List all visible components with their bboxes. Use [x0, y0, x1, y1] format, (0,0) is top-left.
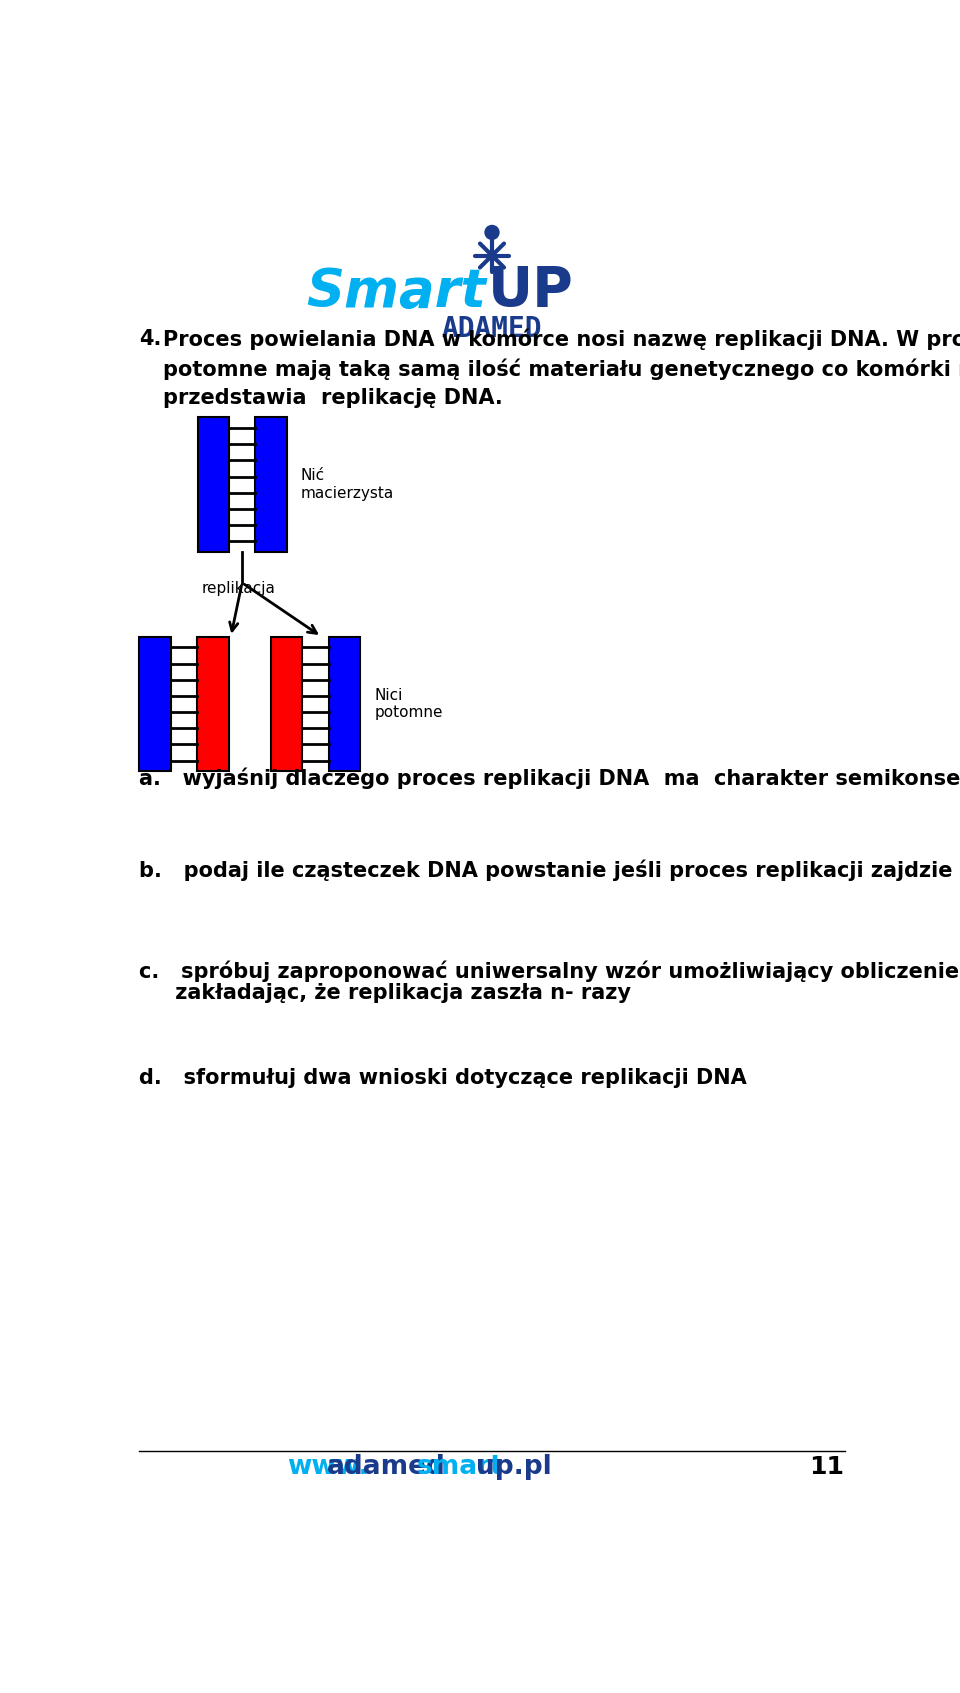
Text: c.   spróbuj zaproponować uniwersalny wzór umożliwiający obliczenie liczby cząst: c. spróbuj zaproponować uniwersalny wzór… [139, 960, 960, 982]
Text: a.   wyjaśnij dlaczego proces replikacji DNA  ma  charakter semikonserwatywny: a. wyjaśnij dlaczego proces replikacji D… [139, 767, 960, 789]
Bar [139, 637, 171, 772]
Bar [271, 637, 302, 772]
Bar [198, 637, 228, 772]
Text: replikacja: replikacja [202, 581, 276, 596]
Text: ADAMED: ADAMED [442, 315, 542, 342]
Bar [329, 637, 360, 772]
Text: d.   sformułuj dwa wnioski dotyczące replikacji DNA: d. sformułuj dwa wnioski dotyczące repli… [139, 1068, 747, 1089]
Text: UP: UP [488, 264, 574, 318]
Bar [198, 416, 228, 552]
Circle shape [485, 225, 499, 239]
Text: adamed: adamed [327, 1454, 445, 1480]
Text: Nić
macierzysta: Nić macierzysta [300, 469, 394, 501]
Text: www.: www. [287, 1454, 369, 1480]
Text: b.   podaj ile cząsteczek DNA powstanie jeśli proces replikacji zajdzie 5 razy: b. podaj ile cząsteczek DNA powstanie je… [139, 860, 960, 882]
Text: Nici
potomne: Nici potomne [374, 687, 443, 720]
Text: smart: smart [417, 1454, 504, 1480]
Bar [255, 416, 287, 552]
Text: 11: 11 [809, 1454, 845, 1478]
Text: 4.: 4. [139, 328, 161, 349]
Text: zakładając, że replikacja zaszła n- razy: zakładając, że replikacja zaszła n- razy [139, 984, 632, 1004]
Text: up.pl: up.pl [476, 1454, 552, 1480]
Text: Smart: Smart [306, 266, 486, 318]
Text: Proces powielania DNA w komórce nosi nazwę replikacji DNA. W procesie tym komórk: Proces powielania DNA w komórce nosi naz… [162, 328, 960, 408]
